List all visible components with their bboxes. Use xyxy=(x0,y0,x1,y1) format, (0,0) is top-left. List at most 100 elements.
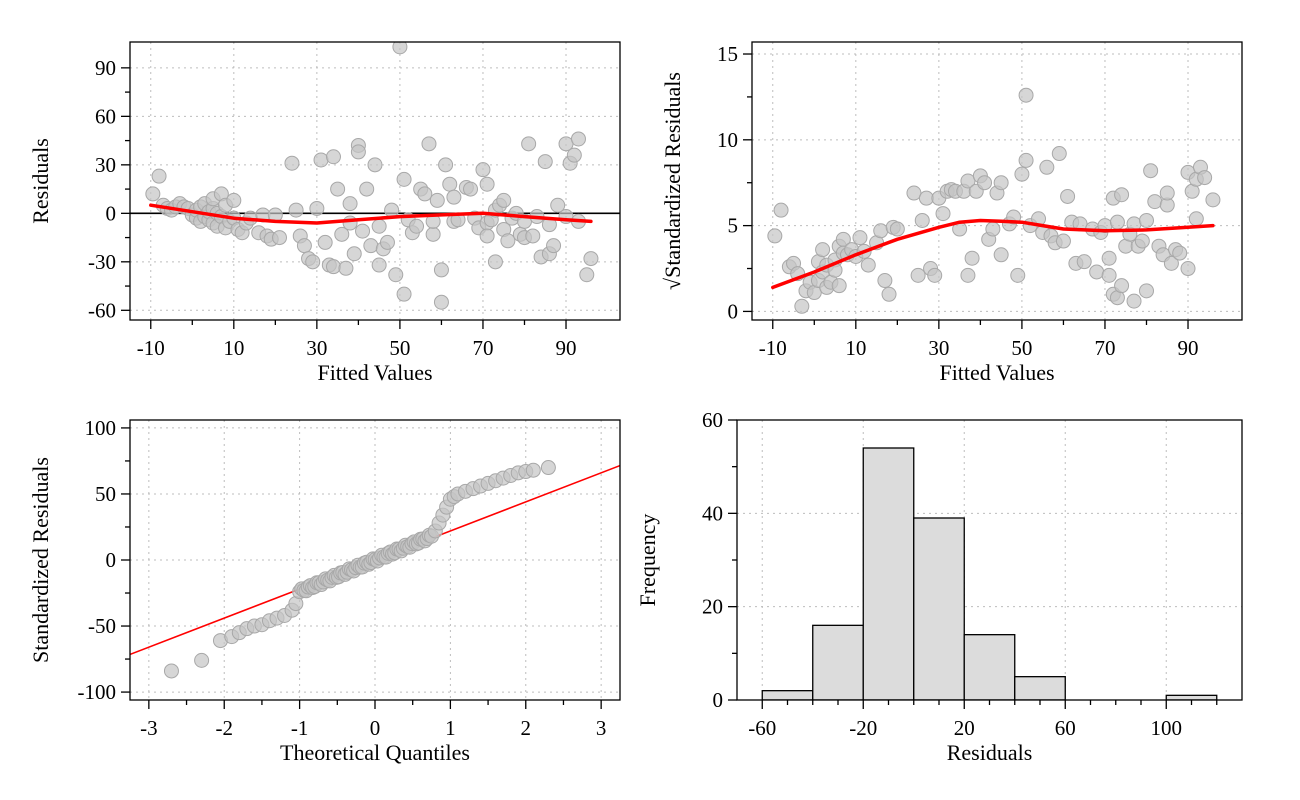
x-tick-label-2: 30 xyxy=(928,336,949,360)
y-tick-label-1: -50 xyxy=(88,614,116,638)
y-axis-title: Frequency xyxy=(635,514,660,607)
data-point-112 xyxy=(1197,170,1213,186)
data-point-113 xyxy=(537,154,553,170)
data-point-55 xyxy=(342,215,358,231)
x-axis-title: Fitted Values xyxy=(317,360,432,385)
x-tick-label-2: -1 xyxy=(291,716,309,740)
normal-qq-plot: -3 -2 -1 0 1 2 3 -100 -50 0 50 100 Theoretical Quant… xyxy=(28,416,621,765)
data-point-85 xyxy=(1109,214,1125,230)
histogram-bar-8 xyxy=(1165,694,1218,700)
data-point-71 xyxy=(396,171,412,187)
data-point-116 xyxy=(546,238,562,254)
data-point-63 xyxy=(1018,152,1034,168)
data-point-72 xyxy=(1060,188,1076,204)
data-point-113 xyxy=(1205,192,1221,208)
x-tick-label-1: 10 xyxy=(845,336,866,360)
data-point-101 xyxy=(496,192,512,208)
data-point-54 xyxy=(338,260,354,276)
data-point-81 xyxy=(429,192,445,208)
plot-area xyxy=(761,447,1218,700)
residuals-vs-fitted-plot: -10 10 30 50 70 90 -60 -30 0 30 60 90 Fitted Values R… xyxy=(28,41,621,385)
histogram-bar-2 xyxy=(862,447,915,700)
y-tick-label-2: 0 xyxy=(106,548,117,572)
data-point-99 xyxy=(487,254,503,270)
data-point-78 xyxy=(421,136,437,152)
data-point-125 xyxy=(583,251,599,267)
data-point-88 xyxy=(1114,278,1130,294)
data-point-97 xyxy=(1143,163,1159,179)
y-tick-label-1: 20 xyxy=(702,595,723,619)
data-point-56 xyxy=(993,247,1009,263)
data-point-60 xyxy=(1010,267,1026,283)
data-point-98 xyxy=(1147,194,1163,210)
data-point-29 xyxy=(226,192,242,208)
data-point-19 xyxy=(831,278,847,294)
data-point-5 xyxy=(794,298,810,314)
y-tick-label-2: 40 xyxy=(702,501,723,525)
x-tick-label-1: -20 xyxy=(849,716,877,740)
data-point-67 xyxy=(379,234,395,250)
x-tick-label-4: 70 xyxy=(1094,336,1115,360)
data-point-109 xyxy=(1188,211,1204,227)
data-point-83 xyxy=(433,294,449,310)
x-tick-label-3: 50 xyxy=(389,336,410,360)
data-point-96 xyxy=(1138,212,1154,228)
y-axis-title-text: Frequency xyxy=(635,514,660,607)
data-point-40 xyxy=(284,155,300,171)
histogram-bar-3 xyxy=(913,517,965,700)
data-point-59 xyxy=(350,144,366,160)
scale-location-plot: -10 10 30 50 70 90 0 5 10 15 Fitted Values √Standar… xyxy=(660,41,1243,385)
y-axis-title-text: Standardized Residuals xyxy=(660,72,685,278)
data-point-52 xyxy=(330,181,346,197)
data-point-87 xyxy=(1114,187,1130,203)
data-point-81 xyxy=(1101,250,1117,266)
x-axis-title: Theoretical Quantiles xyxy=(280,740,470,765)
x-tick-label-5: 90 xyxy=(1178,336,1199,360)
plot-frame xyxy=(751,41,1243,321)
x-tick-label-2: 20 xyxy=(954,716,975,740)
data-point-94 xyxy=(1134,233,1150,249)
x-tick-label-1: 10 xyxy=(223,336,244,360)
data-point-0 xyxy=(145,186,161,202)
data-point-71 xyxy=(1055,233,1071,249)
y-axis-title-text: Residuals xyxy=(28,138,53,224)
data-point-51 xyxy=(325,149,341,165)
data-point-41 xyxy=(935,206,951,222)
x-tick-label-3: 60 xyxy=(1055,716,1076,740)
data-point-91 xyxy=(1126,293,1142,309)
data-point-84 xyxy=(438,157,454,173)
data-point-41 xyxy=(288,202,304,218)
y-tick-label-1: 5 xyxy=(728,214,739,238)
x-tick-label-4: 100 xyxy=(1151,716,1183,740)
data-point-69 xyxy=(388,267,404,283)
data-point-95 xyxy=(479,228,495,244)
data-point-39 xyxy=(927,267,943,283)
data-point-117 xyxy=(550,197,566,213)
plot-area xyxy=(130,460,620,679)
histogram-bar-0 xyxy=(761,690,814,700)
smoothed-trend-line xyxy=(149,203,593,225)
x-tick-label-0: -3 xyxy=(140,716,158,740)
data-point-70 xyxy=(1051,146,1067,162)
data-point-82 xyxy=(1101,267,1117,283)
data-point-47 xyxy=(960,173,976,189)
data-point-1 xyxy=(151,168,167,184)
x-axis-title: Residuals xyxy=(947,740,1033,765)
histogram-bar-4 xyxy=(963,634,1016,700)
data-point-92 xyxy=(540,460,556,476)
data-point-12 xyxy=(815,242,831,258)
data-point-102 xyxy=(1159,185,1175,201)
y-tick-label-3: 30 xyxy=(95,153,116,177)
x-tick-label-3: 0 xyxy=(370,716,381,740)
y-tick-label-3: 60 xyxy=(702,408,723,432)
data-point-96 xyxy=(479,176,495,192)
histogram-bar-1 xyxy=(812,624,864,700)
data-point-60 xyxy=(355,223,371,239)
data-point-47 xyxy=(313,152,329,168)
data-point-109 xyxy=(521,136,537,152)
y-tick-label-4: 60 xyxy=(95,104,116,128)
data-point-110 xyxy=(525,228,541,244)
data-point-63 xyxy=(367,157,383,173)
data-point-46 xyxy=(309,200,325,216)
data-point-1 xyxy=(773,202,789,218)
